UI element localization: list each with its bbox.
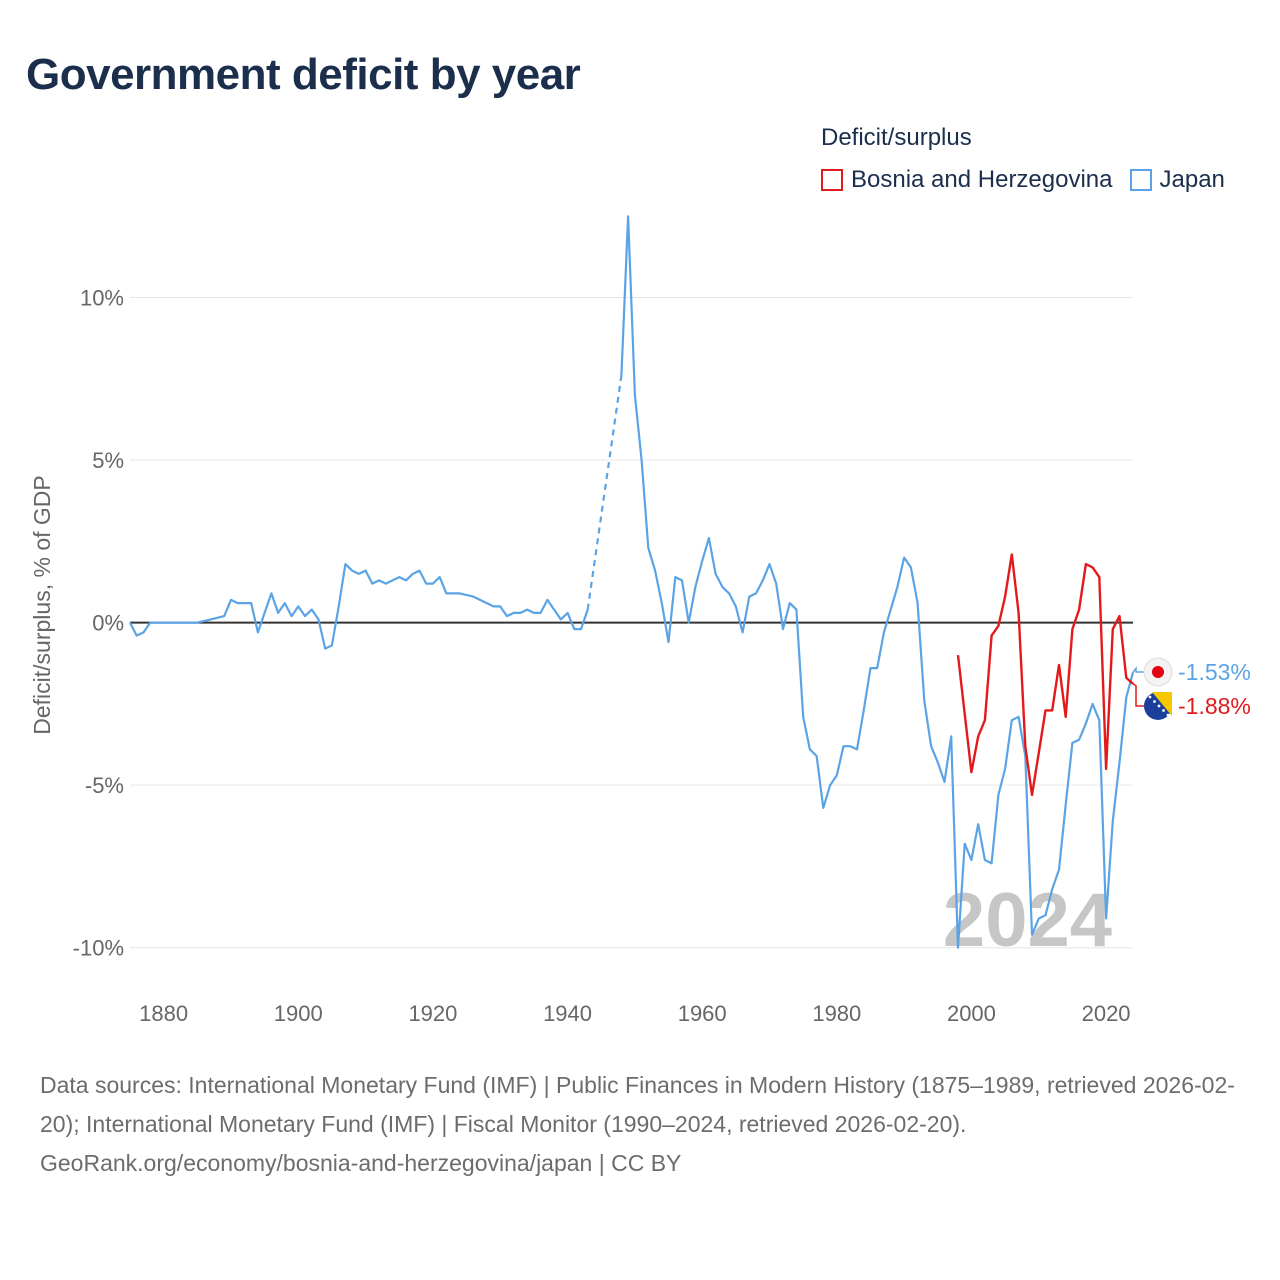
x-tick-label: 2000 xyxy=(947,1001,996,1026)
y-axis-label: Deficit/surplus, % of GDP xyxy=(29,475,55,734)
legend: Bosnia and Herzegovina Japan xyxy=(821,166,1225,194)
y-tick-label: 10% xyxy=(80,286,124,311)
bosnia-flag-star xyxy=(1162,709,1165,712)
legend-title: Deficit/surplus xyxy=(821,124,972,151)
data-sources: Data sources: International Monetary Fun… xyxy=(40,1072,1235,1137)
bosnia-end-label: -1.88% xyxy=(1178,693,1251,719)
bosnia-flag-star xyxy=(1157,704,1161,708)
bosnia-line xyxy=(956,553,1134,797)
y-tick-label: 5% xyxy=(92,448,124,473)
bosnia-flag-triangle xyxy=(1152,692,1172,716)
x-tick-label: 1940 xyxy=(543,1001,592,1026)
y-tick-label: -5% xyxy=(85,773,124,798)
legend-label-bosnia: Bosnia and Herzegovina xyxy=(851,166,1113,193)
x-tick-label: 1880 xyxy=(139,1001,188,1026)
footer: Data sources: International Monetary Fun… xyxy=(40,1066,1240,1183)
legend-item-japan[interactable]: Japan xyxy=(1129,166,1225,194)
year-watermark: 2024 xyxy=(943,878,1112,963)
japan-flag-sun xyxy=(1152,666,1164,678)
y-tick-label: -10% xyxy=(73,936,124,961)
japan-leader-line xyxy=(1132,666,1144,673)
x-tick-label: 1900 xyxy=(274,1001,323,1026)
legend-swatch-japan xyxy=(1129,169,1152,191)
source-url[interactable]: GeoRank.org/economy/bosnia-and-herzegovi… xyxy=(40,1150,682,1176)
chart-title: Government deficit by year xyxy=(26,50,581,99)
x-tick-label: 1920 xyxy=(408,1001,457,1026)
japan-line xyxy=(129,563,589,650)
x-tick-label: 1960 xyxy=(678,1001,727,1026)
bosnia-flag-star xyxy=(1153,700,1156,703)
legend-swatch-bosnia xyxy=(821,169,843,191)
x-tick-label: 2020 xyxy=(1082,1001,1131,1026)
legend-label-japan: Japan xyxy=(1159,166,1225,193)
japan-end-label: -1.53% xyxy=(1178,659,1251,685)
bosnia-flag-star xyxy=(1166,713,1170,717)
bosnia-flag-star xyxy=(1148,695,1152,699)
y-tick-label: 0% xyxy=(92,611,124,636)
bosnia-leader-line xyxy=(1132,683,1144,707)
japan-line xyxy=(620,215,1135,949)
japan-line-interpolated xyxy=(586,375,623,610)
x-tick-label: 1980 xyxy=(812,1001,861,1026)
legend-item-bosnia[interactable]: Bosnia and Herzegovina xyxy=(821,166,1113,194)
line-chart: 10% 5% 0% -5% -10% 1880 1900 1920 1940 1960 1980 20… xyxy=(29,215,1251,1026)
